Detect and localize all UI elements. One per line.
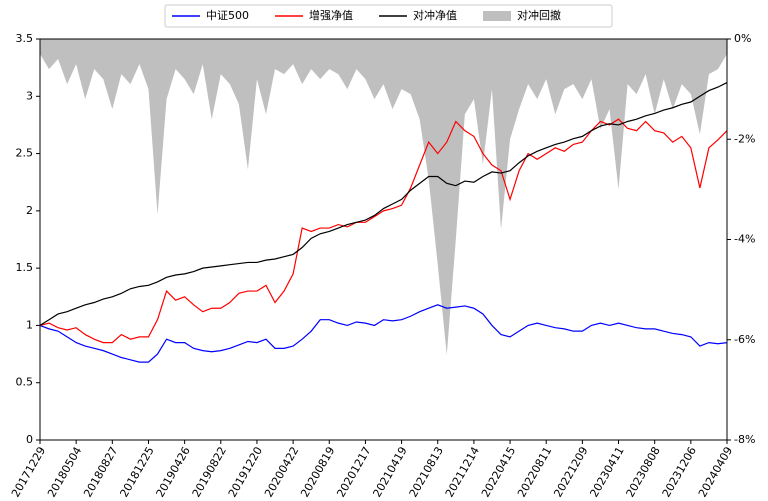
y2-tick-label: -2%	[734, 132, 755, 145]
x-tick-label: 20190822	[190, 445, 229, 500]
series-line	[39, 82, 728, 326]
y-tick-label: 3.5	[16, 32, 34, 45]
y2-tick-label: -6%	[734, 333, 755, 346]
x-tick-label: 20210419	[371, 445, 410, 500]
x-tick-label: 20220415	[479, 445, 518, 500]
x-tick-label: 20190426	[154, 445, 193, 500]
x-tick-label: 20210813	[407, 445, 446, 500]
x-tick-label: 20230411	[587, 445, 626, 500]
x-tick-label: 20230808	[624, 445, 663, 500]
y2-tick-label: -8%	[734, 433, 755, 446]
y-tick-label: 0.5	[16, 376, 34, 389]
y2-tick-label: 0%	[734, 32, 751, 45]
y2-tick-label: -4%	[734, 233, 755, 246]
x-tick-label: 20171229	[9, 445, 48, 500]
series-line	[39, 304, 728, 363]
y-tick-label: 1.5	[16, 261, 34, 274]
y-tick-label: 1	[26, 318, 33, 331]
legend-label: 增强净值	[309, 8, 353, 22]
x-tick-label: 20180504	[45, 445, 84, 500]
x-tick-label: 20200819	[298, 445, 337, 500]
x-tick-label: 20200422	[262, 445, 301, 500]
series-line	[39, 118, 728, 344]
y-tick-label: 2.5	[16, 147, 34, 160]
legend-label: 对冲净值	[413, 8, 457, 22]
legend-label: 对冲回撤	[517, 8, 561, 22]
legend-swatch	[483, 11, 511, 21]
y-tick-label: 3	[26, 89, 33, 102]
x-tick-label: 20231206	[660, 445, 699, 500]
y-tick-label: 2	[26, 204, 33, 217]
x-tick-label: 20240409	[696, 445, 735, 500]
x-tick-label: 20220811	[515, 445, 554, 500]
legend-label: 中证500	[206, 9, 249, 22]
x-tick-label: 20201217	[334, 445, 373, 500]
x-tick-label: 20211214	[443, 445, 482, 500]
x-tick-label: 20221209	[551, 445, 590, 500]
drawdown-area	[40, 39, 727, 355]
y-tick-label: 0	[26, 433, 33, 446]
x-tick-label: 20181225	[117, 445, 156, 500]
x-tick-label: 20191220	[226, 445, 265, 500]
x-tick-label: 20180827	[81, 445, 120, 500]
